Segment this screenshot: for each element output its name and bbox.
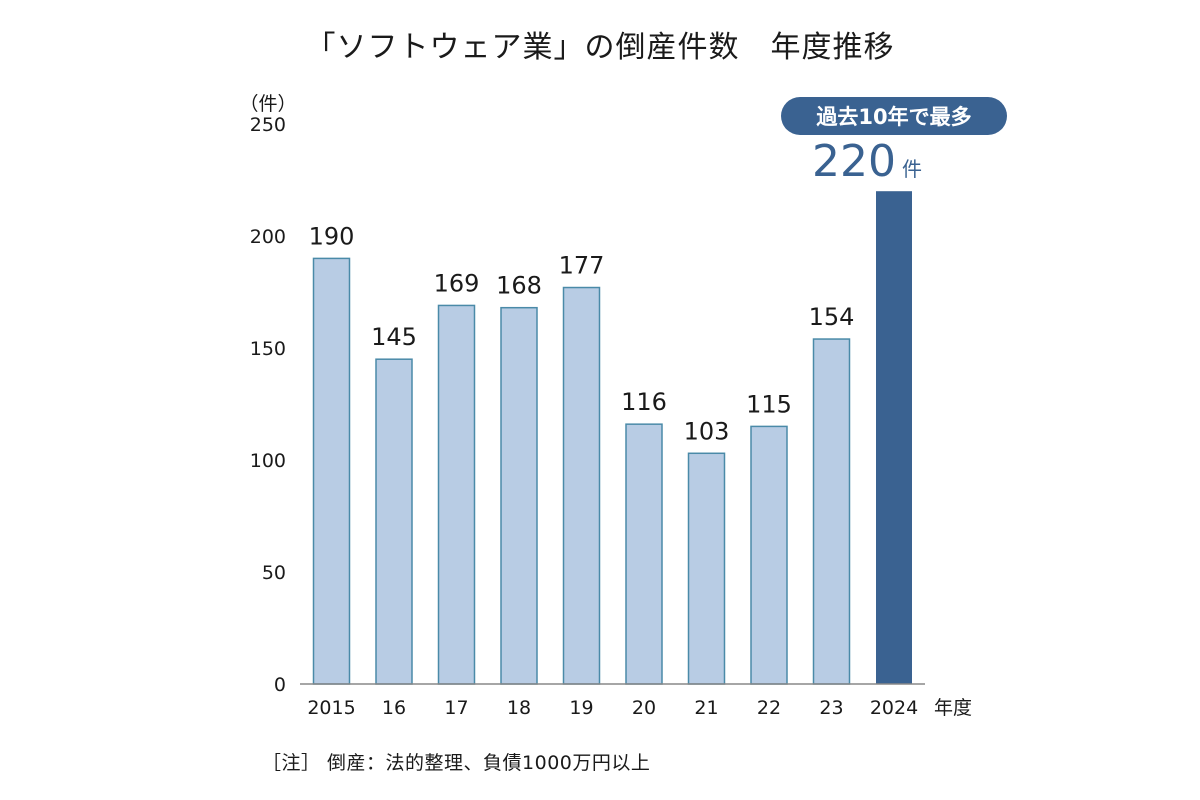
bar-value-label: 115: [746, 390, 792, 418]
highlight-badge: [781, 97, 1007, 135]
x-tick-label: 19: [569, 697, 593, 719]
x-tick-label: 23: [819, 697, 843, 719]
bar-value-label: 168: [496, 272, 542, 300]
bars: [312, 191, 912, 685]
x-tick-label: 16: [382, 697, 406, 719]
bar-value-label: 145: [371, 323, 417, 351]
bar: [375, 358, 413, 685]
bar-value-label: 190: [309, 222, 355, 250]
x-tick-label: 22: [757, 697, 781, 719]
value-labels: 190 145 169 168 177 116 103 115 154: [309, 222, 855, 445]
bar-value-label: 103: [684, 417, 730, 445]
highlight-unit: 件: [902, 157, 922, 181]
bar: [687, 452, 726, 685]
chart-note: ［注］ 倒産：法的整理、負債1000万円以上: [262, 752, 651, 774]
bar: [562, 286, 601, 685]
y-tick-label: 100: [250, 450, 286, 472]
y-axis-unit: （件）: [239, 93, 296, 115]
bar: [812, 338, 851, 685]
highlight-callout: 過去10年で最多 220 件: [781, 97, 1007, 187]
bar-value-label: 116: [621, 388, 667, 416]
x-axis: 2015 16 17 18 19 20 21 22 23 2024 年度: [300, 683, 972, 719]
y-tick-label: 0: [274, 674, 286, 696]
bar-value-label: 177: [559, 252, 605, 280]
bar: [312, 257, 351, 685]
bar-value-label: 154: [809, 303, 855, 331]
bar-value-label: 169: [434, 269, 480, 297]
x-tick-label: 2015: [307, 697, 355, 719]
chart-title: 「ソフトウェア業」の倒産件数 年度推移: [305, 30, 895, 65]
x-tick-label: 17: [444, 697, 468, 719]
y-tick-label: 150: [250, 338, 286, 360]
highlight-value: 220: [812, 136, 896, 187]
highlight-badge-text: 過去10年で最多: [816, 105, 971, 129]
y-tick-label: 200: [250, 226, 286, 248]
bar: [625, 423, 663, 685]
y-tick-label: 50: [262, 562, 286, 584]
bar: [876, 191, 912, 684]
x-tick-label: 2024: [870, 697, 918, 719]
x-tick-label: 21: [694, 697, 718, 719]
x-tick-label: 20: [632, 697, 656, 719]
bar: [750, 425, 788, 685]
x-tick-label: 18: [507, 697, 531, 719]
bar: [500, 306, 538, 685]
bar: [437, 304, 476, 685]
y-axis: （件） 0 50 100 150 200 250: [239, 93, 296, 696]
y-tick-label: 250: [250, 114, 286, 136]
x-axis-unit: 年度: [934, 697, 972, 719]
